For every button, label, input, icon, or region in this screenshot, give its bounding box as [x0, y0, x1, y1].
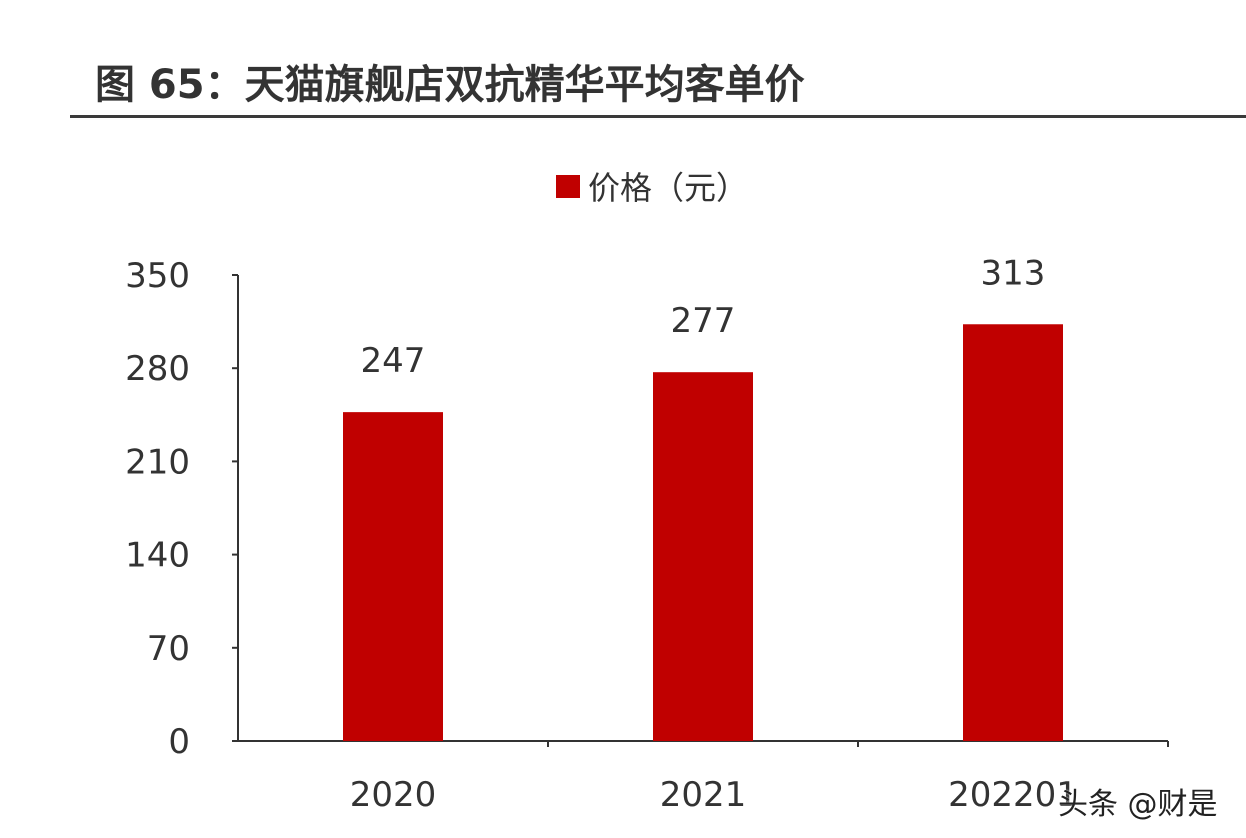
y-tick-label: 70 [147, 629, 190, 669]
y-tick-label: 350 [125, 256, 190, 296]
data-label: 313 [981, 253, 1046, 293]
data-label: 247 [361, 341, 426, 381]
bar-202201 [963, 324, 1063, 741]
y-tick-label: 140 [125, 536, 190, 576]
watermark: 头条 @财是 [1058, 787, 1218, 822]
bar-2021 [653, 372, 753, 741]
legend-label: 价格（元） [588, 169, 748, 207]
title-underline [70, 115, 1246, 118]
x-tick-label: 2020 [350, 775, 437, 815]
x-tick-label: 2021 [660, 775, 747, 815]
legend-swatch [556, 175, 580, 198]
bar-2020 [343, 412, 443, 741]
x-tick-label: 202201 [948, 775, 1078, 815]
chart-title: 图 65：天猫旗舰店双抗精华平均客单价 [95, 62, 805, 108]
data-label: 277 [671, 301, 736, 341]
y-tick-label: 0 [168, 722, 190, 762]
y-tick-label: 210 [125, 442, 190, 482]
y-tick-label: 280 [125, 349, 190, 389]
